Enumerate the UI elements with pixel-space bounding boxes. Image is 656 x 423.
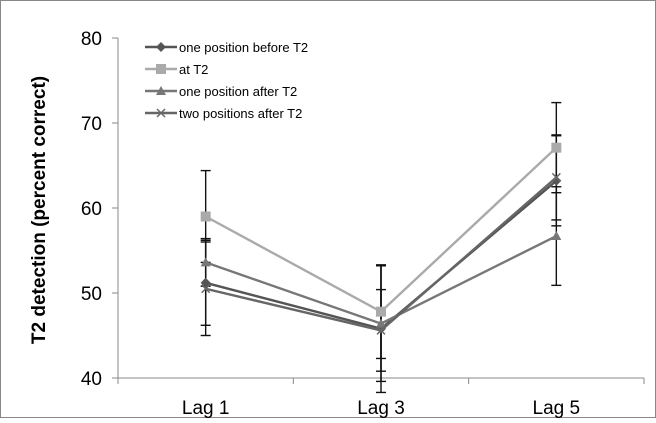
- y-axis: 40 50 60 70 80: [81, 29, 119, 390]
- y-axis-label: T2 detection (percent correct): [29, 76, 50, 344]
- legend-label: one position before T2: [179, 40, 308, 55]
- legend-label: at T2: [179, 62, 208, 77]
- x-axis: Lag 1 Lag 3 Lag 5: [117, 377, 645, 419]
- x-tick-label: Lag 3: [357, 398, 405, 418]
- data-point: [156, 64, 166, 74]
- legend: one position before T2 at T2 one position …: [145, 40, 308, 121]
- data-point: [376, 306, 386, 317]
- data-point: [201, 284, 211, 294]
- legend-label: two positions after T2: [179, 106, 302, 121]
- data-point: [200, 257, 211, 267]
- x-tick-label: Lag 1: [182, 398, 230, 418]
- series-lines: [200, 142, 562, 335]
- data-point: [376, 325, 386, 335]
- data-point: [551, 231, 562, 241]
- y-tick-label: 70: [81, 114, 102, 135]
- data-point: [200, 211, 211, 222]
- y-tick-label: 60: [81, 199, 102, 220]
- data-point: [551, 172, 561, 182]
- legend-label: one position after T2: [179, 84, 297, 99]
- y-tick-label: 50: [81, 284, 102, 305]
- data-point: [156, 86, 166, 95]
- y-tick-label: 40: [81, 369, 102, 390]
- data-point: [551, 142, 562, 153]
- y-tick-label: 80: [81, 29, 102, 50]
- data-point: [156, 42, 166, 52]
- data-point: [156, 108, 166, 118]
- x-tick-label: Lag 5: [533, 398, 581, 418]
- data-point: [376, 318, 386, 328]
